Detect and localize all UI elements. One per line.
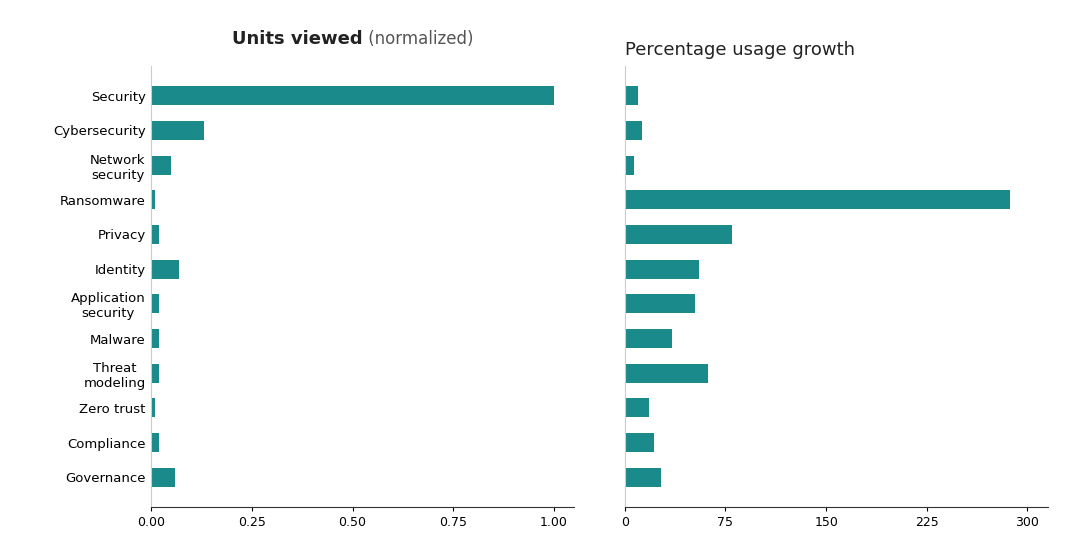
Text: (normalized): (normalized) — [363, 30, 473, 48]
Bar — [624, 329, 672, 348]
Bar — [624, 364, 708, 383]
Bar — [624, 260, 699, 279]
Bar — [151, 260, 179, 279]
Bar — [151, 468, 175, 487]
Bar — [624, 294, 694, 314]
Bar — [151, 86, 554, 105]
Bar — [624, 121, 643, 140]
Bar — [151, 225, 159, 244]
Bar — [151, 364, 159, 383]
Bar — [624, 468, 661, 487]
Bar — [624, 225, 732, 244]
Bar — [151, 329, 159, 348]
Bar — [624, 433, 654, 452]
Bar — [151, 294, 159, 314]
Text: Percentage usage growth: Percentage usage growth — [624, 41, 854, 59]
Bar — [624, 398, 649, 418]
Bar — [624, 86, 638, 105]
Bar — [151, 155, 172, 175]
Bar — [151, 121, 203, 140]
Bar — [151, 433, 159, 452]
Bar — [151, 398, 156, 418]
Bar — [151, 190, 156, 209]
Bar — [624, 190, 1010, 209]
Text: Units viewed: Units viewed — [232, 30, 363, 48]
Bar — [624, 155, 634, 175]
